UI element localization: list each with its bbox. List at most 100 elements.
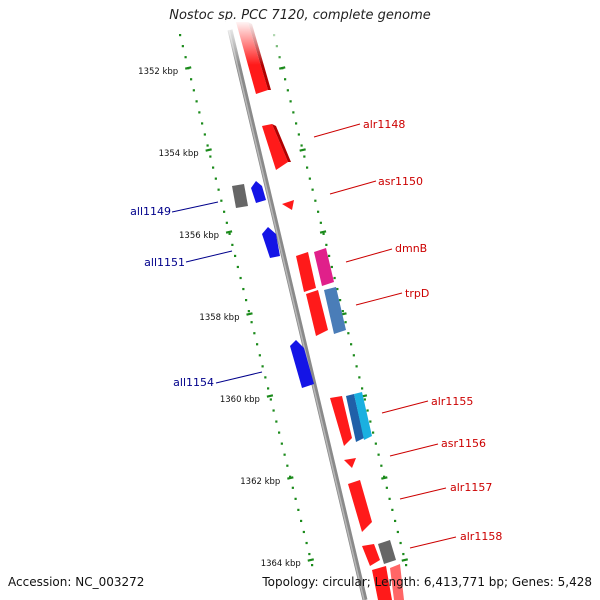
gene-all1151-block[interactable] (262, 227, 280, 258)
guide-dot (350, 343, 353, 346)
guide-dot (374, 442, 377, 445)
guide-dot (303, 155, 306, 158)
gene-label-asr1156[interactable]: asr1156 (441, 437, 486, 450)
guide-dot (391, 508, 394, 511)
guide-dot (311, 564, 314, 567)
accession-label: Accession: NC_003272 (8, 575, 145, 589)
guide-dot (231, 243, 234, 246)
guide-dot (317, 210, 320, 213)
gene-label-alr1148[interactable]: alr1148 (363, 118, 405, 131)
gene-asr1150-block[interactable] (282, 200, 294, 210)
genome-backbone (227, 29, 368, 600)
genome-title: Nostoc sp. PCC 7120, complete genome (169, 8, 431, 23)
guide-dot (358, 376, 361, 379)
guide-dot (405, 564, 408, 567)
gene-all1149-block[interactable] (251, 181, 266, 203)
guide-dot (195, 100, 198, 103)
guide-dot (396, 530, 399, 534)
guide-dot (361, 387, 364, 390)
guide-dot (355, 365, 358, 368)
gene-label-alr1158[interactable]: alr1158 (460, 530, 502, 543)
gene-blocks (220, 20, 404, 600)
guide-dot (272, 409, 275, 412)
gene-label-dmnB[interactable]: dmnB (395, 242, 427, 255)
guide-dot (212, 166, 215, 169)
gene-label-alr1157[interactable]: alr1157 (450, 481, 492, 494)
guide-dot (289, 100, 292, 103)
gene-label-all1154[interactable]: all1154 (173, 376, 214, 389)
guide-dot (302, 530, 305, 534)
axis-tick (246, 312, 253, 316)
guide-dot (223, 210, 226, 213)
guide-dot (247, 310, 250, 313)
guide-dot (319, 221, 322, 224)
guide-dot (394, 519, 397, 523)
gene-alr1148-block-2[interactable] (262, 124, 288, 170)
guide-dot (295, 122, 298, 125)
guide-dot (297, 133, 300, 136)
axis-tick (319, 230, 327, 234)
gene-trpD-block[interactable] (324, 287, 346, 334)
gene-all1154-block[interactable] (290, 340, 314, 388)
guide-dot (201, 122, 204, 125)
guide-dot (308, 177, 311, 180)
guide-dot (372, 431, 375, 434)
gene-label-trpD[interactable]: trpD (405, 287, 429, 300)
guide-dot (245, 299, 248, 302)
gene-red-block-alr1155[interactable] (330, 396, 352, 446)
gene-alr1158-block[interactable] (362, 544, 380, 566)
guide-dot (214, 177, 217, 180)
gene-labels: alr1148 all1149 asr1150 all1151 dmnB trp… (130, 118, 502, 543)
guide-dot (225, 221, 228, 224)
guide-dot (184, 56, 187, 59)
guide-dot (300, 144, 303, 147)
guide-dot (206, 144, 209, 147)
axis-tick-label: 1360 kbp (220, 395, 260, 405)
gene-red-block-dmnB[interactable] (296, 252, 316, 292)
axis-tick (225, 230, 233, 234)
guide-dot (377, 453, 380, 456)
axis-tick-label: 1364 kbp (261, 559, 301, 569)
gene-label-alr1155[interactable]: alr1155 (431, 395, 473, 408)
guide-dot (278, 431, 281, 434)
gene-label-all1151[interactable]: all1151 (144, 256, 185, 269)
gene-label-all1149[interactable]: all1149 (130, 205, 171, 218)
guide-dot (228, 232, 231, 235)
axis-tick-label: 1358 kbp (199, 313, 239, 323)
guide-dot (258, 354, 261, 357)
guide-dot (239, 276, 242, 280)
gene-dmnB-block[interactable] (314, 248, 334, 286)
guide-dot (388, 497, 391, 500)
guide-dot (308, 552, 311, 556)
guide-dot (179, 34, 182, 37)
topology-label: Topology: circular; Length: 6,413,771 bp… (262, 575, 592, 589)
axis-tick (287, 476, 294, 480)
guide-dot (203, 133, 206, 136)
axis-ticks: 1352 kbp 1354 kbp 1356 kbp 1358 kbp 1360 kbp… (138, 66, 409, 569)
guide-dot (256, 343, 259, 346)
guide-dot (181, 45, 184, 48)
guide-dot (292, 111, 295, 114)
gene-label-asr1150[interactable]: asr1150 (378, 175, 423, 188)
gene-alr1155-teal (346, 394, 364, 442)
gene-partial-bottom-2 (390, 564, 404, 600)
guide-dot (269, 398, 272, 401)
guide-dot (289, 475, 292, 478)
guide-dot (283, 453, 286, 456)
guide-dot (311, 188, 314, 191)
guide-dot (242, 287, 245, 291)
guide-dot (347, 332, 350, 335)
gene-red-block-trpD[interactable] (306, 290, 328, 336)
guide-dot (305, 541, 308, 545)
guide-dot (385, 486, 388, 489)
guide-dot (297, 508, 300, 511)
gene-alr1157-block[interactable] (348, 480, 372, 532)
axis-tick (381, 476, 388, 480)
guide-dot (333, 276, 336, 280)
guide-dot (291, 486, 294, 489)
guide-dot (352, 354, 355, 357)
gene-asr1156-block[interactable] (344, 458, 356, 468)
guide-dot (280, 442, 283, 445)
gene-alr1155-block[interactable] (354, 392, 372, 440)
guide-dot (294, 497, 297, 500)
